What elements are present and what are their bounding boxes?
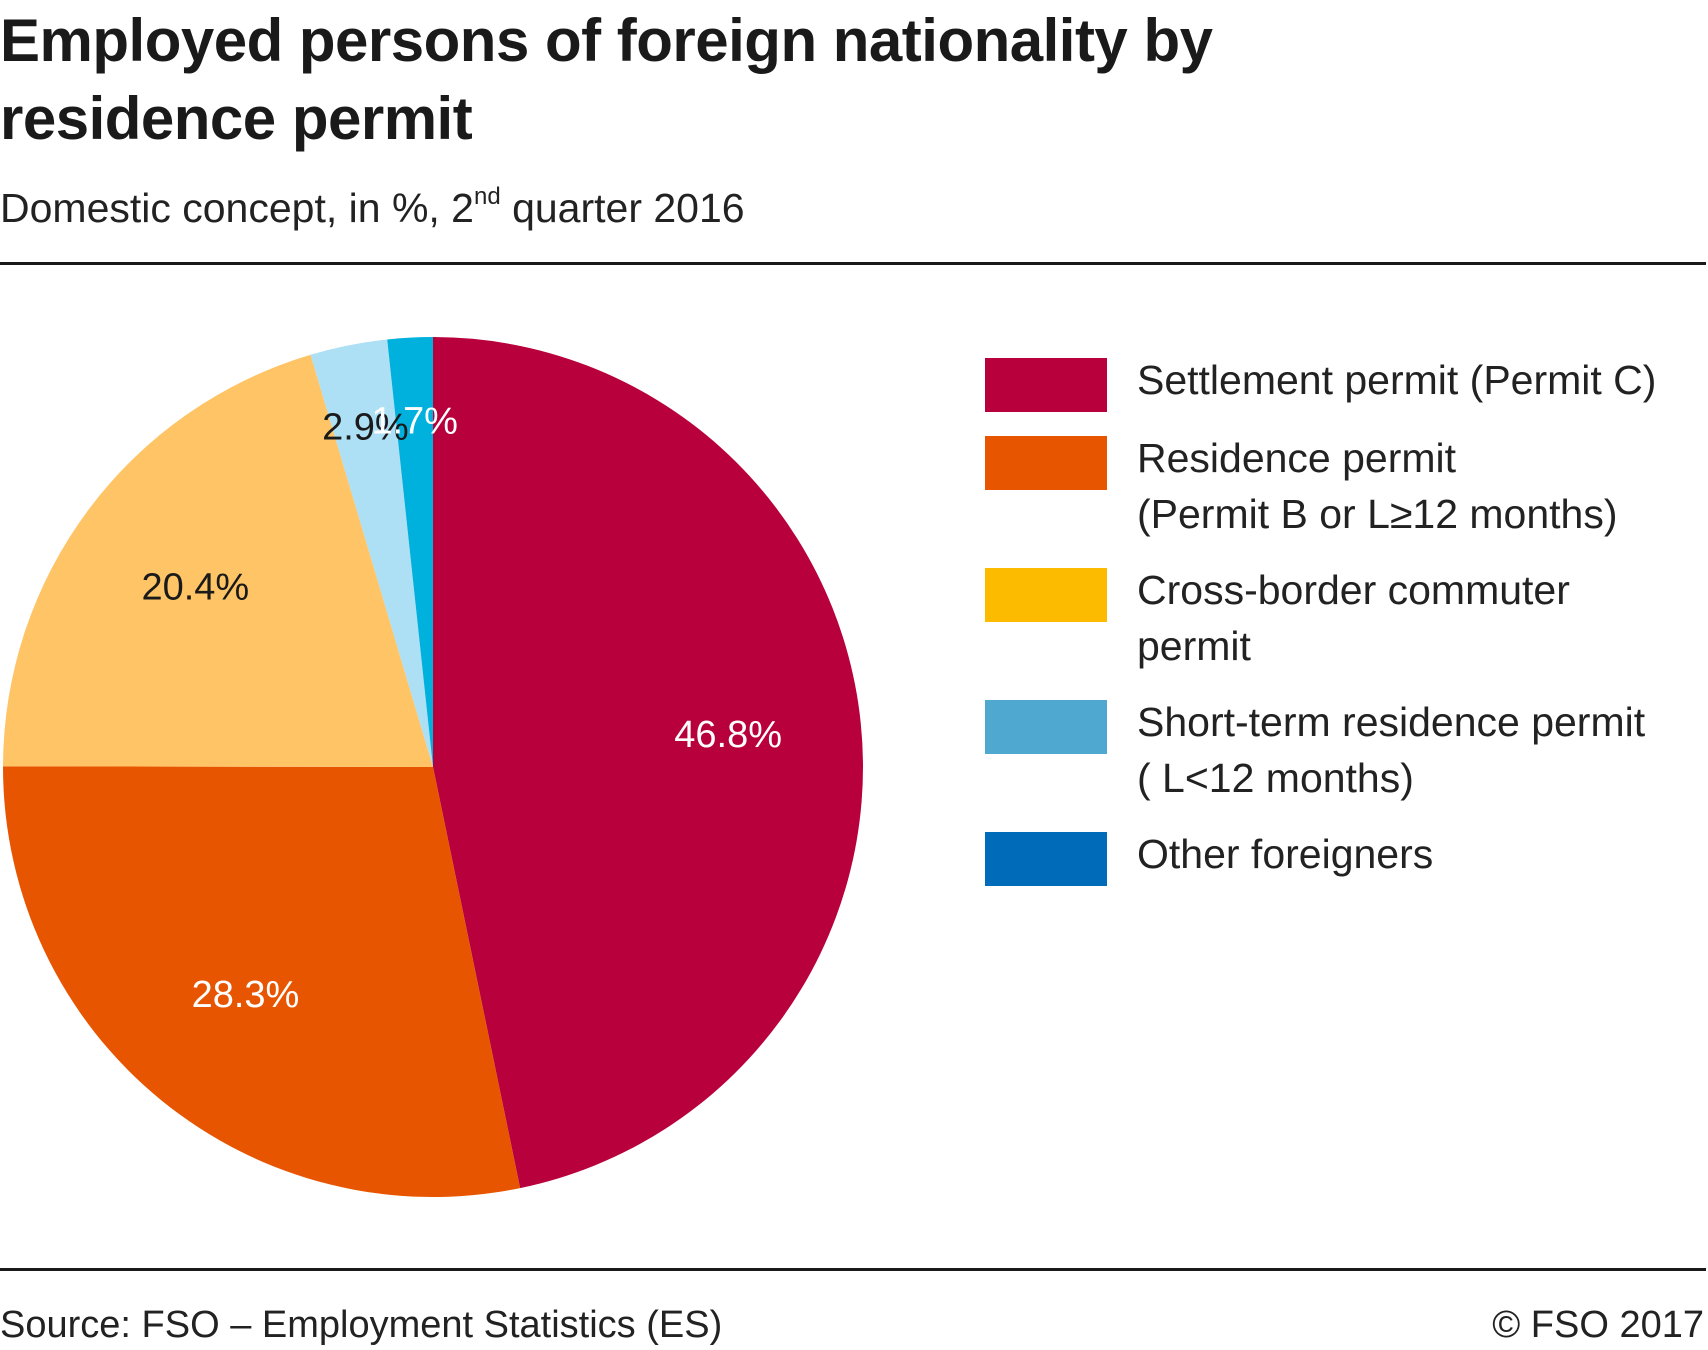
pie-slice	[310, 339, 433, 767]
bottom-divider	[0, 1268, 1706, 1271]
pie-slice	[3, 766, 521, 1197]
legend-label: Short-term residence permit ( L<12 month…	[1137, 699, 1646, 801]
copyright-note: © FSO 2017	[1492, 1304, 1704, 1346]
subtitle-main: Domestic concept, in %, 2	[0, 185, 474, 231]
legend-swatch	[985, 358, 1107, 412]
subtitle-end: quarter 2016	[500, 185, 745, 231]
slice-value-label: 2.9%	[322, 407, 409, 449]
legend-label: Cross-border commuter permit	[1137, 567, 1570, 669]
legend-label: Other foreigners	[1137, 831, 1434, 877]
chart-subtitle: Domestic concept, in %, 2nd quarter 2016	[0, 183, 745, 233]
slice-value-label: 46.8%	[674, 714, 782, 756]
top-divider	[0, 262, 1706, 265]
legend-swatch	[985, 436, 1107, 490]
subtitle-superscript: nd	[473, 183, 501, 210]
pie-slice	[3, 354, 434, 767]
legend-label: Residence permit (Permit B or L≥12 month…	[1137, 435, 1618, 537]
legend-swatch	[985, 832, 1107, 886]
legend-swatch	[985, 700, 1107, 754]
pie-slice	[433, 337, 863, 1189]
slice-value-label: 20.4%	[141, 566, 249, 608]
legend-swatch	[985, 568, 1107, 622]
slice-value-label: 28.3%	[192, 974, 300, 1016]
source-note: Source: FSO – Employment Statistics (ES)	[0, 1304, 723, 1346]
pie-slice	[387, 337, 433, 767]
pie-chart: 46.8% 28.3% 20.4% 2.9%1.7%	[3, 337, 863, 1197]
slice-value-label: 1.7%	[371, 401, 458, 443]
chart-title: Employed persons of foreign nationality …	[0, 7, 1213, 152]
legend-label: Settlement permit (Permit C)	[1137, 357, 1657, 403]
